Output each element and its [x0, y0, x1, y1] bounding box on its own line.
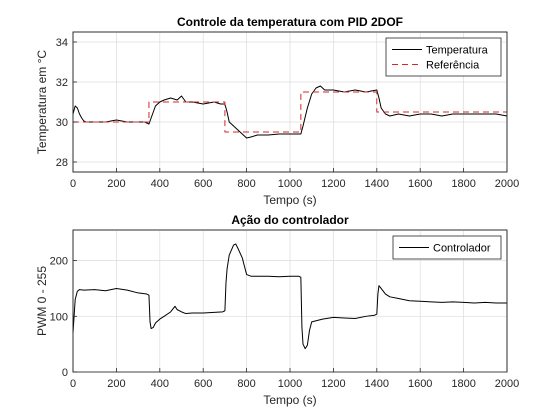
x-tick-label: 0 — [70, 378, 76, 390]
x-tick-label: 2000 — [495, 178, 519, 190]
x-tick-label: 1600 — [408, 178, 432, 190]
chart-title: Controle da temperatura com PID 2DOF — [177, 15, 403, 29]
x-tick-label: 1400 — [365, 178, 389, 190]
x-tick-label: 1600 — [408, 378, 432, 390]
legend-box — [392, 235, 502, 260]
x-tick-label: 400 — [151, 178, 169, 190]
x-axis-label: Tempo (s) — [263, 193, 316, 207]
x-tick-label: 1200 — [321, 378, 345, 390]
x-tick-label: 200 — [107, 378, 125, 390]
series-line-1 — [72, 243, 507, 350]
legend: Controlador — [392, 235, 502, 260]
x-tick-label: 400 — [151, 378, 169, 390]
y-tick-label: 200 — [50, 256, 68, 268]
legend-box — [385, 37, 502, 77]
x-tick-label: 600 — [194, 178, 212, 190]
legend-entry-label: Controlador — [433, 243, 491, 255]
legend-entry-label: Referência — [426, 60, 480, 72]
x-tick-label: 1800 — [451, 178, 475, 190]
y-axis-label: PWM 0 - 255 — [35, 266, 49, 336]
series-line-1 — [72, 85, 508, 139]
legend: Temperatura Referência — [385, 37, 502, 77]
y-tick-label: 0 — [62, 367, 68, 379]
x-tick-label: 1800 — [451, 378, 475, 390]
y-tick-label: 100 — [50, 311, 68, 323]
x-tick-label: 600 — [194, 378, 212, 390]
x-tick-label: 800 — [237, 178, 255, 190]
x-axis-label: Tempo (s) — [263, 393, 316, 407]
x-tick-label: 1000 — [278, 178, 302, 190]
x-tick-label: 1400 — [365, 378, 389, 390]
y-tick-label: 32 — [56, 77, 68, 89]
x-tick-label: 2000 — [495, 378, 519, 390]
y-tick-label: 30 — [56, 117, 68, 129]
legend-entry-label: Temperatura — [426, 45, 489, 57]
y-axis-label: Temperatura em °C — [35, 50, 49, 155]
x-tick-label: 1200 — [321, 178, 345, 190]
x-tick-label: 800 — [237, 378, 255, 390]
x-tick-label: 0 — [70, 178, 76, 190]
chart-temperature-control: 0 200 400 600 800 1000 1200 1400 1600 1800 2000 28 3… — [35, 15, 519, 207]
y-tick-label: 28 — [56, 157, 68, 169]
x-tick-label: 1000 — [278, 378, 302, 390]
chart-title: Ação do controlador — [231, 213, 349, 227]
chart-controller-action: 0 200 400 600 800 1000 1200 1400 1600 1800 2000 0 10… — [35, 213, 519, 407]
x-tick-label: 200 — [107, 178, 125, 190]
y-tick-label: 34 — [56, 37, 68, 49]
series-line-2 — [73, 91, 507, 133]
